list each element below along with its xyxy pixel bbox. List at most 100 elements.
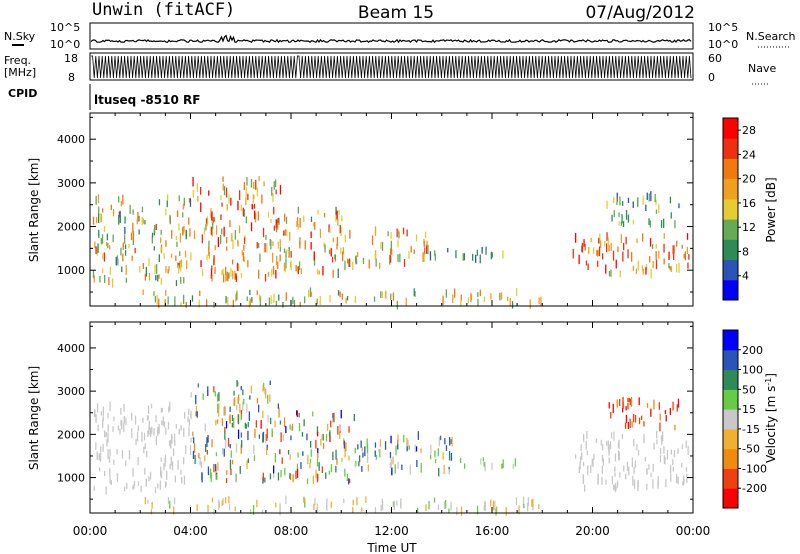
nave-tick-bottom: 0 — [708, 71, 715, 84]
scatter-cell — [614, 485, 616, 491]
scatter-cell — [606, 200, 608, 209]
scatter-cell — [617, 441, 620, 448]
scatter-cell — [686, 473, 688, 483]
scatter-cell — [308, 289, 310, 298]
scatter-cell — [328, 470, 330, 475]
scatter-cell — [265, 235, 267, 240]
colorbar-tick-label: 4 — [742, 270, 749, 283]
velocity-scatter — [93, 380, 689, 516]
scatter-cell — [433, 497, 436, 503]
scatter-cell — [97, 194, 100, 204]
colorbar-tick-label: 20 — [742, 173, 756, 186]
scatter-cell — [632, 220, 635, 225]
scatter-cell — [137, 456, 139, 466]
scatter-cell — [207, 466, 210, 476]
scatter-cell — [650, 472, 652, 477]
scatter-cell — [147, 405, 150, 414]
scatter-cell — [336, 236, 339, 246]
scatter-cell — [247, 430, 249, 441]
scatter-cell — [222, 497, 224, 505]
scatter-cell — [321, 434, 323, 440]
scatter-cell — [230, 268, 232, 277]
scatter-cell — [210, 472, 212, 482]
scatter-cell — [158, 274, 160, 279]
scatter-cell — [231, 422, 233, 428]
colorbar-tick-label: 24 — [742, 148, 756, 161]
scatter-cell — [389, 452, 392, 459]
scatter-cell — [392, 456, 394, 465]
y-tick-label: 3000 — [57, 177, 85, 190]
scatter-cell — [396, 228, 398, 238]
scatter-cell — [156, 264, 158, 274]
colorbar-swatch — [723, 279, 738, 301]
scatter-cell — [523, 503, 525, 509]
scatter-cell — [112, 209, 115, 217]
scatter-cell — [105, 432, 107, 438]
scatter-cell — [304, 240, 306, 250]
scatter-cell — [310, 449, 312, 457]
scatter-cell — [262, 433, 264, 443]
scatter-cell — [606, 441, 608, 446]
scatter-cell — [638, 417, 641, 425]
scatter-cell — [303, 496, 305, 503]
scatter-cell — [144, 443, 146, 449]
scatter-cell — [189, 228, 191, 237]
scatter-cell — [180, 425, 182, 431]
scatter-cell — [213, 386, 215, 393]
scatter-cell — [229, 459, 232, 470]
scatter-cell — [190, 410, 192, 420]
scatter-cell — [295, 264, 297, 272]
scatter-cell — [299, 302, 301, 307]
scatter-cell — [160, 246, 162, 252]
scatter-cell — [252, 504, 255, 515]
scatter-cell — [328, 249, 331, 255]
scatter-cell — [163, 463, 165, 471]
scatter-cell — [427, 244, 429, 255]
scatter-cell — [223, 274, 225, 283]
scatter-cell — [92, 270, 95, 279]
scatter-cell — [100, 238, 102, 245]
scatter-cell — [316, 456, 319, 467]
scatter-cell — [243, 398, 245, 405]
scatter-cell — [482, 457, 484, 462]
scatter-cell — [143, 432, 146, 441]
scatter-cell — [245, 186, 247, 197]
scatter-cell — [629, 418, 631, 428]
scatter-cell — [460, 294, 462, 301]
colorbar-tick-label: -15 — [742, 423, 760, 436]
scatter-cell — [153, 291, 155, 296]
scatter-cell — [611, 214, 613, 222]
scatter-cell — [275, 300, 278, 306]
scatter-cell — [99, 467, 101, 472]
scatter-cell — [118, 211, 120, 217]
scatter-cell — [258, 404, 260, 413]
scatter-cell — [106, 439, 108, 447]
scatter-cell — [183, 475, 186, 485]
x-tick-label: 16:00 — [475, 524, 510, 538]
scatter-cell — [318, 270, 320, 275]
scatter-cell — [237, 263, 240, 272]
scatter-cell — [121, 266, 123, 273]
power-ylabel: Slant Range [km] — [27, 158, 41, 262]
scatter-cell — [163, 421, 166, 428]
scatter-cell — [123, 423, 125, 432]
scatter-cell — [142, 218, 144, 224]
scatter-cell — [686, 246, 688, 254]
scatter-cell — [286, 229, 288, 237]
scatter-cell — [220, 234, 222, 245]
scatter-cell — [237, 397, 239, 405]
scatter-cell — [139, 266, 141, 273]
scatter-cell — [157, 483, 159, 489]
scatter-cell — [220, 214, 222, 220]
scatter-cell — [342, 251, 344, 262]
scatter-cell — [236, 262, 239, 271]
scatter-cell — [101, 234, 104, 244]
scatter-cell — [366, 443, 369, 454]
scatter-cell — [199, 457, 201, 466]
scatter-cell — [668, 263, 670, 269]
scatter-cell — [141, 216, 143, 226]
scatter-cell — [616, 399, 618, 408]
nsky-tick-top-left: 10^5 — [50, 21, 80, 34]
scatter-cell — [141, 206, 144, 213]
scatter-cell — [460, 506, 463, 516]
